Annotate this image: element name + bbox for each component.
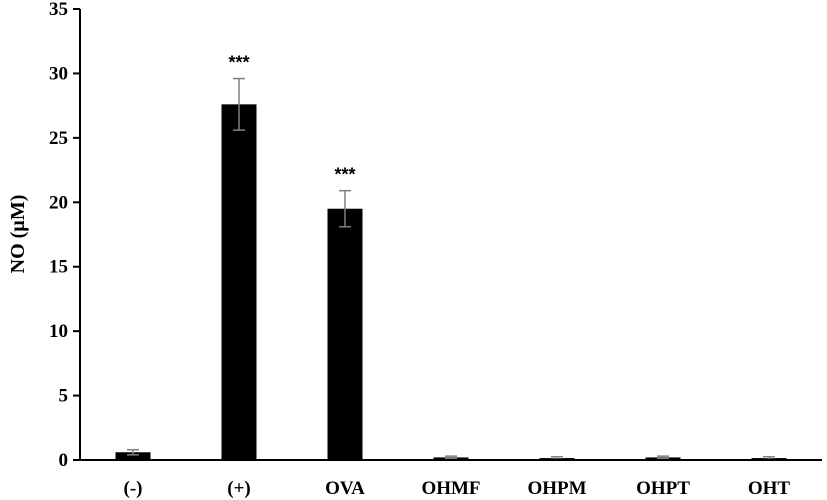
category-label: (-) bbox=[124, 478, 143, 499]
category-label: OVA bbox=[325, 478, 365, 499]
significance-label: *** bbox=[228, 53, 249, 73]
significance-markers: *** *** bbox=[228, 53, 355, 185]
y-axis-title: NO (µM) bbox=[7, 195, 29, 274]
bars bbox=[115, 104, 787, 461]
significance-label: *** bbox=[334, 165, 355, 185]
bar bbox=[115, 452, 151, 460]
category-label: OHPM bbox=[527, 478, 586, 499]
y-tick-label: 20 bbox=[49, 192, 68, 213]
y-tick-label: 0 bbox=[59, 450, 69, 471]
category-labels: (-) (+) OVA OHMF OHPM OHPT OHT bbox=[124, 478, 791, 499]
y-axis-ticks: 0 5 10 15 20 25 30 35 bbox=[49, 0, 80, 471]
y-tick-label: 15 bbox=[49, 257, 68, 278]
y-tick-label: 25 bbox=[49, 128, 68, 149]
bar bbox=[327, 208, 363, 460]
y-tick-label: 30 bbox=[49, 63, 68, 84]
y-tick-label: 10 bbox=[49, 321, 68, 342]
y-tick-label: 35 bbox=[49, 0, 68, 20]
category-label: (+) bbox=[227, 478, 250, 499]
y-tick-label: 5 bbox=[59, 386, 69, 407]
bar bbox=[221, 104, 257, 461]
category-label: OHMF bbox=[421, 478, 480, 499]
category-label: OHT bbox=[748, 478, 791, 499]
category-label: OHPT bbox=[636, 478, 690, 499]
